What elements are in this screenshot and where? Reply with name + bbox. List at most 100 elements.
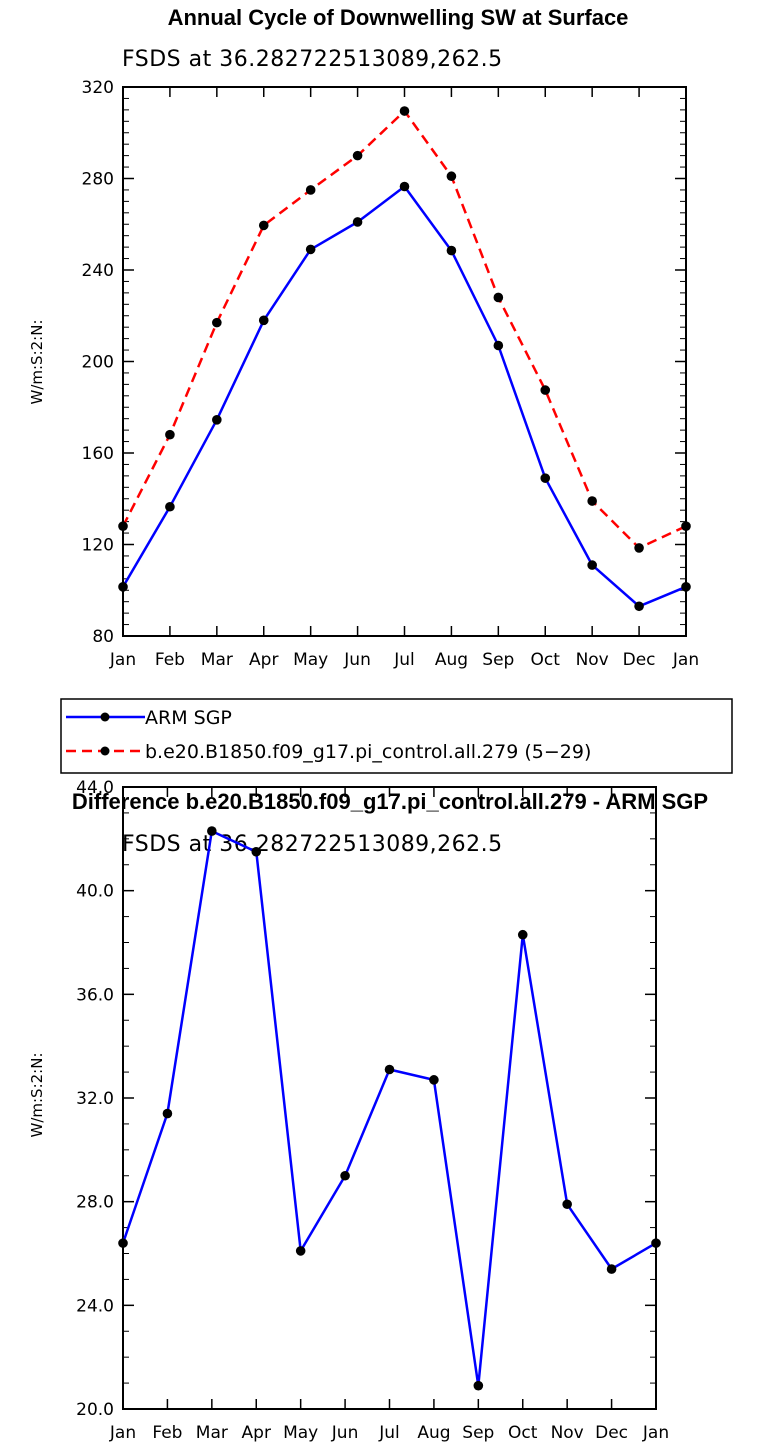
data-point bbox=[295, 1246, 306, 1256]
data-point bbox=[634, 543, 644, 553]
chart-title: Annual Cycle of Downwelling SW at Surfac… bbox=[168, 5, 629, 30]
x-tick-label: May bbox=[283, 1423, 318, 1443]
data-point bbox=[352, 217, 363, 227]
data-point bbox=[251, 846, 262, 857]
y-tick-label: 120 bbox=[82, 536, 114, 556]
y-tick-label: 320 bbox=[82, 78, 114, 98]
x-tick-label: Jan bbox=[109, 650, 136, 670]
x-tick-label: Mar bbox=[201, 650, 233, 670]
y-tick-label: 24.0 bbox=[76, 1296, 114, 1316]
legend-box bbox=[60, 698, 733, 774]
data-point bbox=[562, 1199, 572, 1210]
data-point bbox=[384, 1064, 395, 1075]
data-point bbox=[493, 292, 504, 303]
data-point bbox=[165, 501, 175, 512]
data-point bbox=[118, 582, 128, 592]
x-tick-label: Aug bbox=[435, 650, 468, 670]
x-tick-label: Nov bbox=[576, 650, 609, 670]
x-tick-label: Feb bbox=[155, 650, 185, 670]
x-tick-label: Jul bbox=[393, 650, 415, 670]
x-tick-label: Jun bbox=[343, 650, 371, 670]
series-line bbox=[121, 829, 657, 1387]
x-tick-label: Nov bbox=[551, 1423, 584, 1443]
data-point bbox=[352, 150, 363, 161]
chart-annual-cycle: Annual Cycle of Downwelling SW at Surfac… bbox=[28, 5, 733, 774]
data-point bbox=[587, 496, 597, 506]
series-lines bbox=[118, 826, 661, 1391]
data-point bbox=[399, 106, 410, 116]
data-point bbox=[258, 220, 269, 231]
data-point bbox=[212, 415, 222, 425]
x-tick-label: Jan bbox=[642, 1423, 669, 1443]
data-point bbox=[305, 185, 316, 195]
x-tick-label: May bbox=[293, 650, 328, 670]
x-tick-label: Jun bbox=[331, 1423, 359, 1443]
x-tick-label: Jul bbox=[378, 1423, 400, 1443]
data-point bbox=[162, 1108, 173, 1119]
x-tick-label: Sep bbox=[482, 650, 514, 670]
x-tick-label: Oct bbox=[531, 650, 561, 670]
axis-ticks: Jan Feb Mar Apr May Jun Jul Aug Sep Oct Nov Dec Jan 2… bbox=[76, 778, 669, 1443]
series-lines bbox=[118, 106, 691, 612]
data-point bbox=[517, 929, 528, 940]
data-point bbox=[340, 1170, 350, 1181]
x-tick-label: Jan bbox=[109, 1423, 136, 1443]
y-tick-label: 200 bbox=[82, 353, 114, 373]
data-point bbox=[165, 429, 175, 440]
legend-marker-arm-sgp bbox=[100, 712, 110, 722]
data-point bbox=[606, 1264, 617, 1274]
y-tick-label: 32.0 bbox=[76, 1089, 114, 1109]
y-tick-label: 280 bbox=[82, 170, 114, 190]
x-tick-label: Mar bbox=[196, 1423, 228, 1443]
y-tick-label: 20.0 bbox=[76, 1400, 114, 1420]
x-tick-label: Sep bbox=[462, 1423, 494, 1443]
data-point bbox=[305, 244, 316, 255]
y-tick-label: 36.0 bbox=[76, 985, 114, 1005]
series-line bbox=[121, 185, 687, 608]
legend: ARM SGP b.e20.B1850.f09_g17.pi_control.a… bbox=[60, 698, 733, 774]
axis-ticks: Jan Feb Mar Apr May Jun Jul Aug Sep Oct Nov Dec Jan 8… bbox=[82, 78, 700, 670]
data-point bbox=[681, 582, 691, 592]
x-tick-label: Aug bbox=[417, 1423, 450, 1443]
data-point bbox=[493, 340, 504, 351]
legend-marker-model bbox=[100, 746, 110, 756]
x-tick-label: Feb bbox=[152, 1423, 182, 1443]
y-tick-label: 80 bbox=[92, 627, 114, 647]
data-point bbox=[399, 181, 410, 192]
y-tick-label: 240 bbox=[82, 261, 114, 281]
data-point bbox=[473, 1380, 484, 1391]
data-point bbox=[212, 317, 222, 328]
x-tick-label: Dec bbox=[595, 1423, 628, 1443]
chart-subtitle: FSDS at 36.282722513089,262.5 bbox=[122, 832, 503, 857]
x-tick-label: Apr bbox=[242, 1423, 271, 1443]
y-axis-label: W/m:S:2:N: bbox=[28, 1053, 46, 1138]
y-tick-label: 160 bbox=[82, 444, 114, 464]
plot-frame bbox=[122, 86, 687, 637]
x-tick-label: Dec bbox=[623, 650, 656, 670]
data-point bbox=[681, 521, 691, 531]
legend-label-arm-sgp: ARM SGP bbox=[145, 707, 232, 729]
data-point bbox=[587, 560, 597, 570]
data-point bbox=[258, 315, 269, 326]
data-point bbox=[651, 1238, 661, 1248]
x-tick-label: Jan bbox=[672, 650, 699, 670]
data-point bbox=[118, 521, 128, 531]
y-tick-label: 44.0 bbox=[76, 778, 114, 798]
data-point bbox=[429, 1075, 439, 1085]
data-point bbox=[118, 1238, 128, 1248]
data-point bbox=[446, 171, 457, 182]
x-tick-label: Apr bbox=[249, 650, 278, 670]
y-tick-label: 40.0 bbox=[76, 882, 114, 902]
data-point bbox=[634, 601, 644, 612]
legend-label-model: b.e20.B1850.f09_g17.pi_control.all.279 (… bbox=[145, 741, 591, 763]
chart-difference: Difference b.e20.B1850.f09_g17.pi_contro… bbox=[28, 778, 708, 1443]
y-tick-label: 28.0 bbox=[76, 1193, 114, 1213]
data-point bbox=[540, 473, 551, 483]
data-point bbox=[207, 826, 217, 836]
x-tick-label: Oct bbox=[508, 1423, 538, 1443]
data-point bbox=[446, 245, 457, 256]
chart-subtitle: FSDS at 36.282722513089,262.5 bbox=[122, 47, 503, 72]
series-line bbox=[121, 109, 687, 550]
y-axis-label: W/m:S:2:N: bbox=[28, 320, 46, 405]
